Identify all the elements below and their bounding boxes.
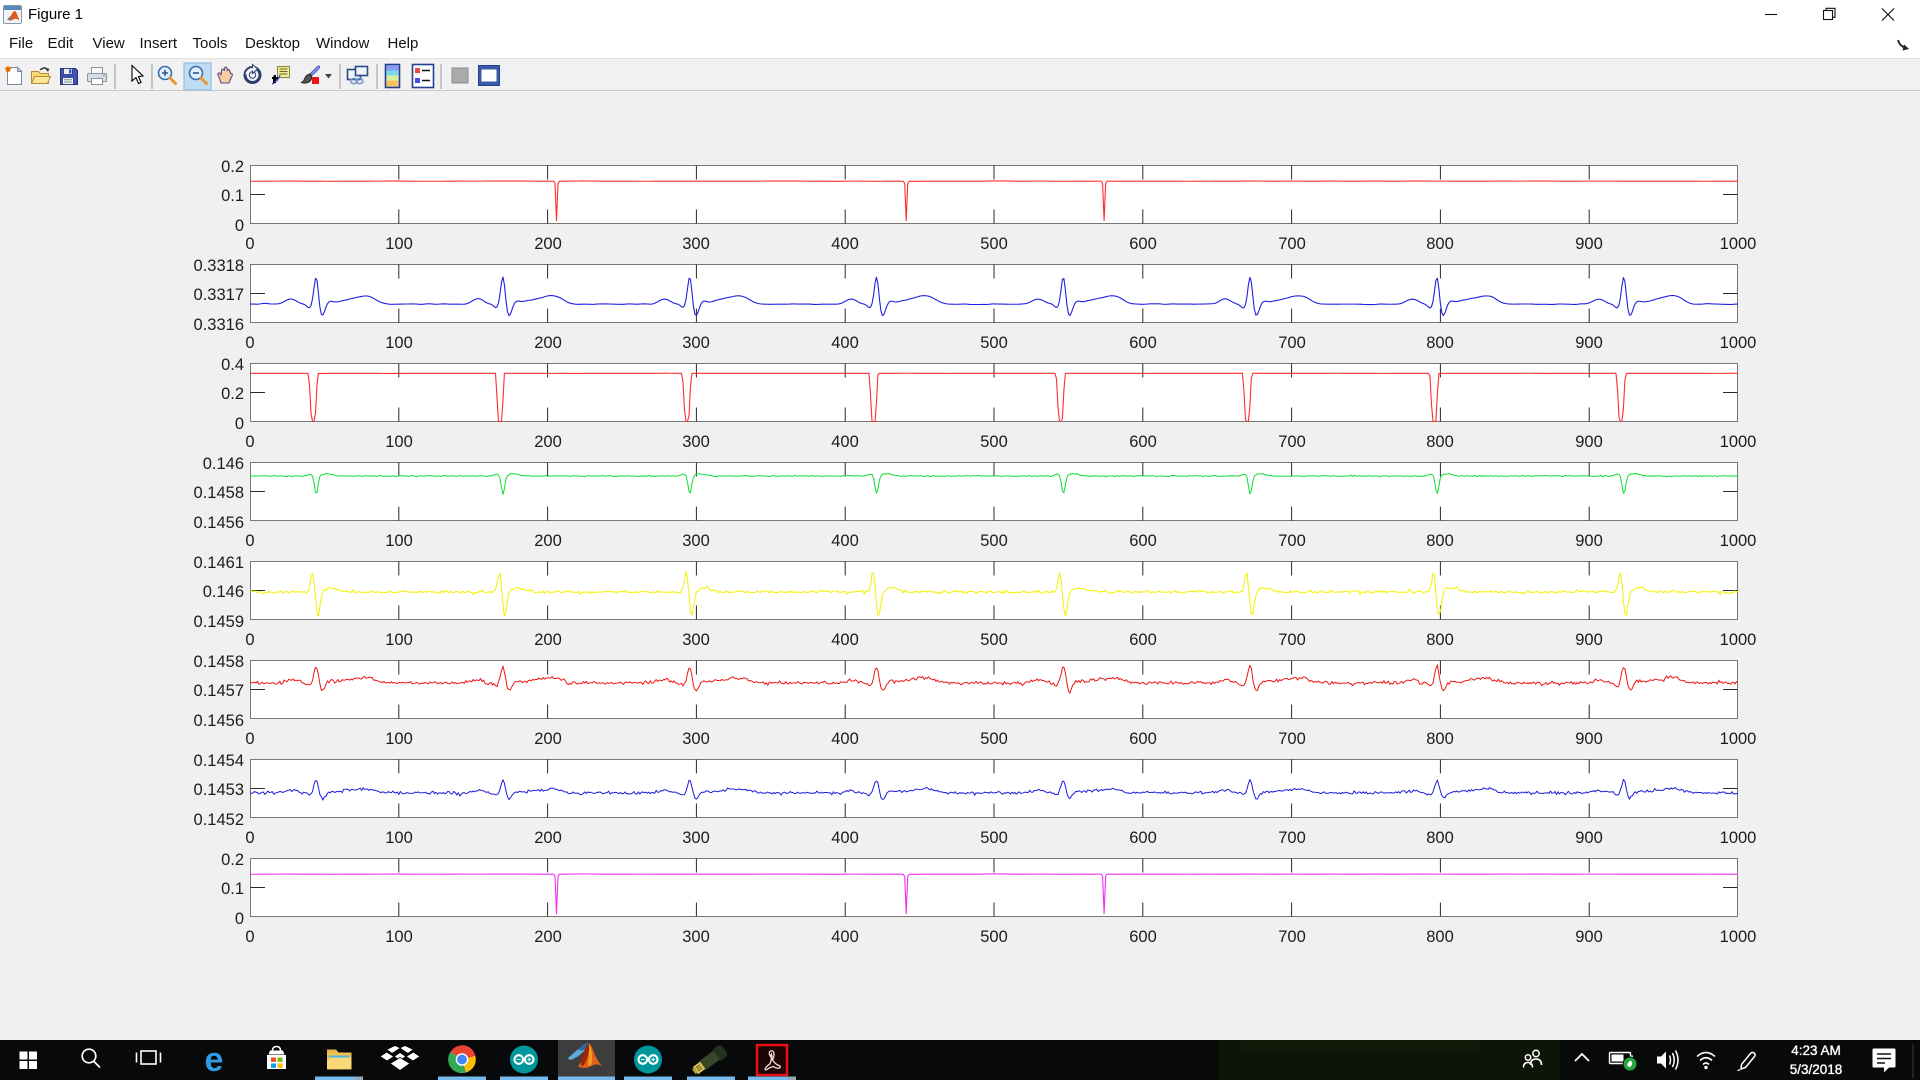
svg-text:e: e	[205, 1041, 224, 1079]
